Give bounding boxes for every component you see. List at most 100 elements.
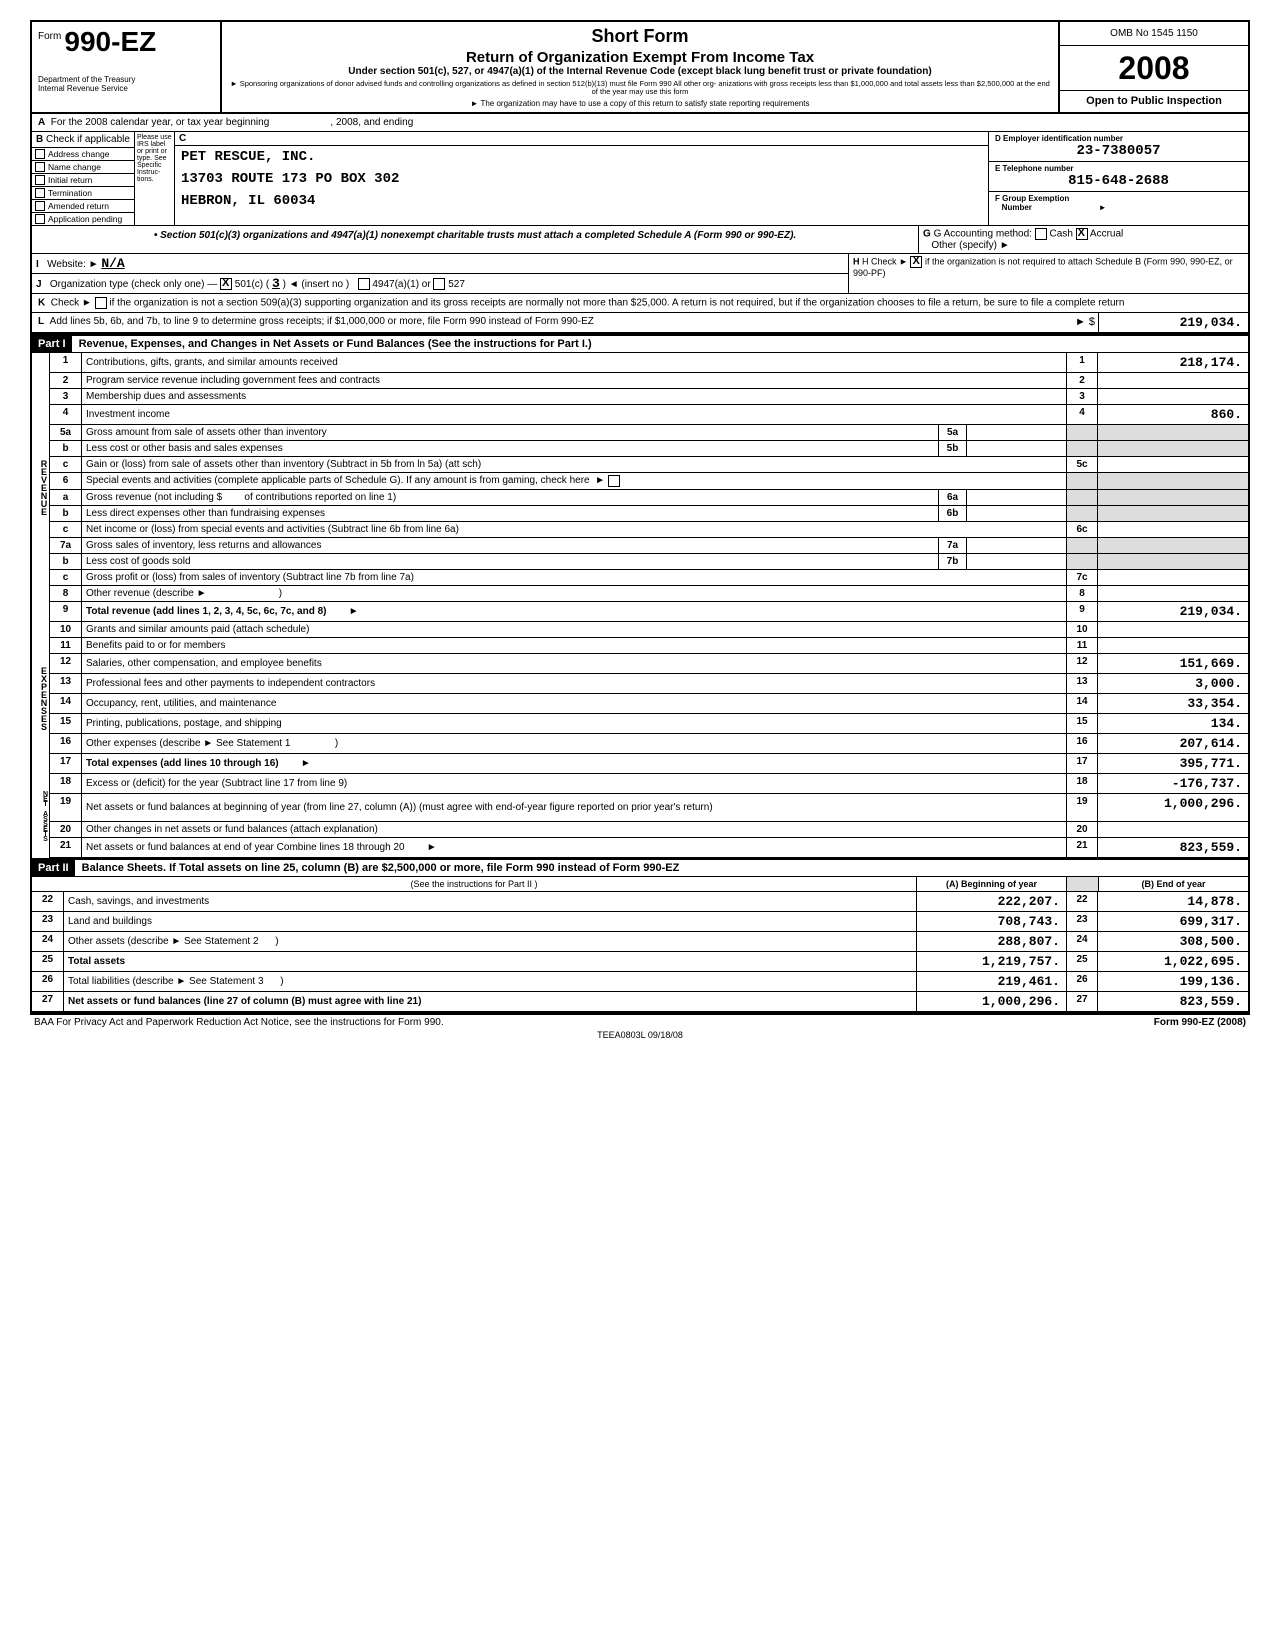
line-1-amt: 218,174. [1098, 353, 1248, 372]
line-7a-desc: Gross sales of inventory, less returns a… [82, 538, 938, 553]
line-k: K Check ► if the organization is not a s… [32, 294, 1248, 313]
line-11-amt [1098, 638, 1248, 653]
check-application-pending[interactable]: Application pending [32, 213, 134, 225]
col-a-header: (A) Beginning of year [916, 877, 1066, 891]
part2-title: Balance Sheets. If Total assets on line … [78, 860, 684, 876]
other-specify: Other (specify) ► [931, 240, 1009, 251]
line-4-desc: Investment income [82, 405, 1066, 424]
part1-title: Revenue, Expenses, and Changes in Net As… [75, 336, 596, 352]
check-termination[interactable]: Termination [32, 187, 134, 200]
line-5c-desc: Gain or (loss) from sale of assets other… [82, 457, 1066, 472]
part2-label: Part II [32, 860, 75, 876]
open-public: Open to Public Inspection [1060, 90, 1248, 111]
line-6c-amt [1098, 522, 1248, 537]
box-c-label: C [179, 133, 186, 144]
check-name-change[interactable]: Name change [32, 161, 134, 174]
line-7b-desc: Less cost of goods sold [82, 554, 938, 569]
check-501c[interactable] [220, 278, 232, 290]
line-12-desc: Salaries, other compensation, and employ… [82, 654, 1066, 673]
line-15-desc: Printing, publications, postage, and shi… [82, 714, 1066, 733]
col-b-header: (B) End of year [1098, 877, 1248, 891]
line-4-amt: 860. [1098, 405, 1248, 424]
footer-row: BAA For Privacy Act and Paperwork Reduct… [30, 1014, 1250, 1030]
line-3-amt [1098, 389, 1248, 404]
line-11-desc: Benefits paid to or for members [82, 638, 1066, 653]
line-7c-desc: Gross profit or (loss) from sales of inv… [82, 570, 1066, 585]
org-addr2: HEBRON, IL 60034 [175, 190, 988, 212]
line-6b-desc: Less direct expenses other than fundrais… [82, 506, 938, 521]
part2-header-row: Part II Balance Sheets. If Total assets … [32, 858, 1248, 877]
line-9-desc: Total revenue (add lines 1, 2, 3, 4, 5c,… [82, 602, 1066, 621]
irs-label: Internal Revenue Service [38, 85, 214, 94]
box-f-label: F Group Exemption Number ► [995, 194, 1242, 212]
balance-sheet-head: (See the instructions for Part II ) (A) … [32, 877, 1248, 892]
line-3-desc: Membership dues and assessments [82, 389, 1066, 404]
omb-number: OMB No 1545 1150 [1060, 22, 1248, 46]
footer-mid: TEEA0803L 09/18/08 [30, 1030, 1250, 1040]
line-a-text: For the 2008 calendar year, or tax year … [51, 117, 269, 128]
balance-row-25: 25Total assets1,219,757.251,022,695. [32, 952, 1248, 972]
subtitle: Under section 501(c), 527, or 4947(a)(1)… [230, 66, 1050, 78]
line-6-desc: Special events and activities (complete … [82, 473, 1066, 489]
line-17-desc: Total expenses (add lines 10 through 16)… [82, 754, 1066, 773]
check-initial-return[interactable]: Initial return [32, 174, 134, 187]
check-gaming[interactable] [608, 475, 620, 487]
line-7c-amt [1098, 570, 1248, 585]
line-5c-amt [1098, 457, 1248, 472]
top-title-row: Form 990-EZ Department of the Treasury I… [32, 22, 1248, 114]
check-527[interactable] [433, 278, 445, 290]
netassets-vlabel: NET ASSETS [32, 774, 50, 858]
501c-num: 3 [272, 276, 280, 291]
line-5b-desc: Less cost or other basis and sales expen… [82, 441, 938, 456]
line-6a-desc: Gross revenue (not including $ of contri… [82, 490, 938, 505]
org-addr1: 13703 ROUTE 173 PO BOX 302 [175, 168, 988, 190]
title-cell: Short Form Return of Organization Exempt… [222, 22, 1058, 112]
line-8-amt [1098, 586, 1248, 601]
line-18-amt: -176,737. [1098, 774, 1248, 793]
line-6c-desc: Net income or (loss) from special events… [82, 522, 1066, 537]
check-509a3[interactable] [95, 297, 107, 309]
website-value: N/A [101, 256, 124, 271]
line-9-amt: 219,034. [1098, 602, 1248, 621]
line-15-amt: 134. [1098, 714, 1248, 733]
org-type-label: Organization type (check only one) — [50, 279, 217, 290]
line-13-desc: Professional fees and other payments to … [82, 674, 1066, 693]
sponsor-note: ► Sponsoring organizations of donor advi… [230, 80, 1050, 97]
check-amended-return[interactable]: Amended return [32, 200, 134, 213]
line-13-amt: 3,000. [1098, 674, 1248, 693]
balance-row-23: 23Land and buildings708,743.23699,317. [32, 912, 1248, 932]
line-a: A For the 2008 calendar year, or tax yea… [32, 114, 1248, 132]
check-schedule-b[interactable] [910, 256, 922, 268]
line-20-amt [1098, 822, 1248, 837]
check-4947[interactable] [358, 278, 370, 290]
ein-column: D Employer identification number 23-7380… [988, 132, 1248, 225]
line-16-desc: Other expenses (describe ► See Statement… [82, 734, 1066, 753]
line-5a-desc: Gross amount from sale of assets other t… [82, 425, 938, 440]
line-16-amt: 207,614. [1098, 734, 1248, 753]
line-19-desc: Net assets or fund balances at beginning… [82, 794, 1066, 821]
balance-row-24: 24Other assets (describe ► See Statement… [32, 932, 1248, 952]
footer-right: Form 990-EZ (2008) [1154, 1017, 1246, 1028]
revenue-vlabel: REVENUE [32, 353, 50, 622]
part2-instr: (See the instructions for Part II ) [32, 877, 916, 891]
part1-label: Part I [32, 336, 72, 352]
form-prefix: Form [38, 31, 61, 42]
balance-row-27: 27Net assets or fund balances (line 27 o… [32, 992, 1248, 1012]
return-title: Return of Organization Exempt From Incom… [230, 49, 1050, 66]
line-2-amt [1098, 373, 1248, 388]
check-cash[interactable] [1035, 228, 1047, 240]
check-accrual[interactable] [1076, 228, 1088, 240]
part1-header-row: Part I Revenue, Expenses, and Changes in… [32, 334, 1248, 353]
info-section: B Check if applicable Address change Nam… [32, 132, 1248, 226]
line-10-desc: Grants and similar amounts paid (attach … [82, 622, 1066, 637]
box-d-label: D Employer identification number [995, 134, 1242, 143]
check-address-change[interactable]: Address change [32, 148, 134, 161]
form-number: 990-EZ [64, 26, 156, 57]
line-k-text: if the organization is not a section 509… [109, 297, 1124, 308]
box-e-label: E Telephone number [995, 164, 1242, 173]
line-14-amt: 33,354. [1098, 694, 1248, 713]
website-label: Website: ► [47, 259, 98, 270]
copy-note: ► The organization may have to use a cop… [230, 99, 1050, 108]
form-number-cell: Form 990-EZ Department of the Treasury I… [32, 22, 222, 112]
balance-row-22: 22Cash, savings, and investments222,207.… [32, 892, 1248, 912]
